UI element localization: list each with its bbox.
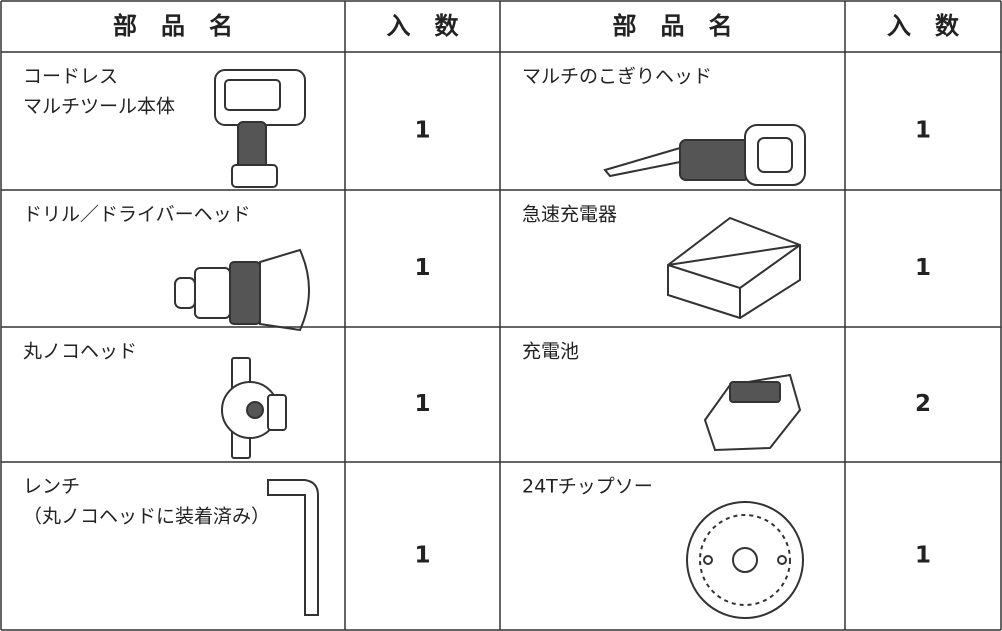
quantity: 1 xyxy=(414,391,430,417)
quantity: 1 xyxy=(915,118,931,144)
header-cell: 部 品 名 xyxy=(113,12,233,40)
illustration-battery xyxy=(703,373,802,452)
part-name: ドリル／ドライバーヘッド xyxy=(23,204,251,226)
part-name: 24Tチップソー xyxy=(522,476,653,498)
part-name: （丸ノコヘッドに装着済み） xyxy=(23,506,270,528)
part-name: 丸ノコヘッド xyxy=(23,341,137,363)
quantity: 2 xyxy=(915,391,931,417)
part-name: マルチのこぎりヘッド xyxy=(522,66,712,88)
part-name: 急速充電器 xyxy=(522,204,617,226)
illustration-drill-head xyxy=(174,248,310,332)
part-name: 充電池 xyxy=(522,341,579,363)
part-name: レンチ xyxy=(23,476,80,498)
quantity: 1 xyxy=(414,118,430,144)
header-cell: 入 数 xyxy=(887,12,960,40)
header-cell: 入 数 xyxy=(387,12,460,40)
part-name: マルチツール本体 xyxy=(23,96,175,118)
quantity: 1 xyxy=(414,255,430,281)
quantity: 1 xyxy=(414,543,430,569)
illustration-charger xyxy=(667,216,801,320)
header-row xyxy=(0,0,1002,52)
header-cell: 部 品 名 xyxy=(613,12,733,40)
part-name: コードレス xyxy=(23,66,118,88)
illustration-multitool xyxy=(214,69,306,188)
illustration-saw-blade xyxy=(686,501,804,619)
illustration-circular-saw xyxy=(221,357,287,459)
quantity: 1 xyxy=(915,255,931,281)
illustration-saw-head xyxy=(603,124,806,186)
quantity: 1 xyxy=(915,543,931,569)
illustration-wrench xyxy=(267,479,319,616)
